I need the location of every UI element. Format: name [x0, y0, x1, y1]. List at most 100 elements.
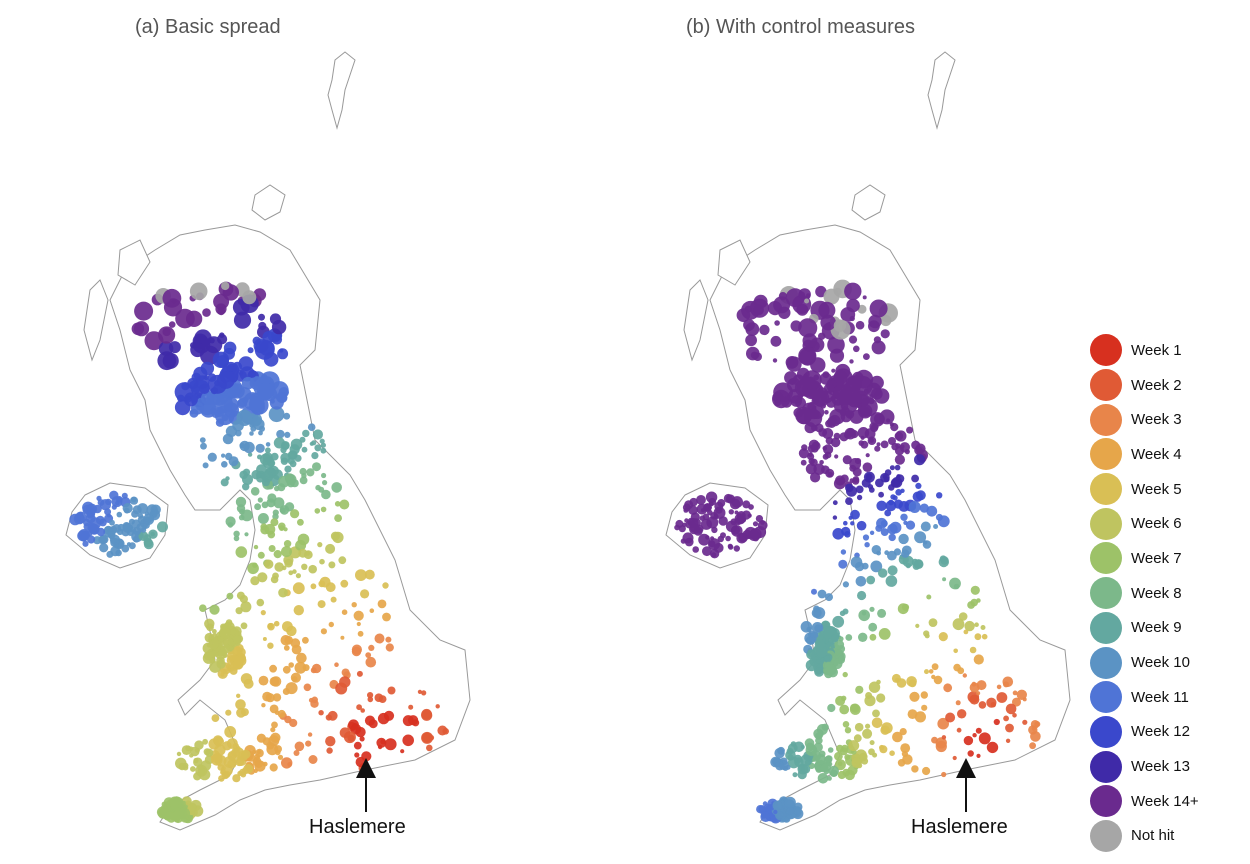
outbreak-dot	[1029, 742, 1036, 750]
outbreak-dot	[232, 774, 241, 783]
outbreak-dot	[793, 741, 805, 753]
outbreak-dot	[204, 618, 215, 629]
outbreak-dot	[941, 771, 947, 778]
outbreak-dot	[864, 428, 876, 440]
outbreak-dot	[267, 493, 277, 503]
outbreak-dot	[845, 497, 853, 505]
outbreak-dot	[759, 324, 770, 336]
outbreak-dot	[328, 621, 334, 628]
outbreak-dot	[790, 320, 802, 332]
outbreak-dot	[869, 530, 875, 535]
outbreak-dot	[872, 709, 880, 718]
outbreak-dot	[856, 402, 862, 409]
outbreak-dot	[905, 520, 916, 530]
legend-item: Week 14+	[1090, 784, 1240, 819]
outbreak-dot	[922, 766, 931, 776]
outbreak-dot	[339, 676, 351, 688]
outbreak-dot	[73, 513, 85, 525]
outbreak-dot	[212, 629, 217, 634]
outbreak-dot	[238, 514, 245, 521]
outbreak-dot	[857, 590, 867, 601]
outbreak-dot	[356, 670, 363, 677]
outbreak-dot	[202, 738, 209, 745]
outbreak-dot	[745, 322, 760, 336]
outbreak-dot	[774, 399, 782, 407]
outbreak-dot	[107, 528, 116, 537]
outbreak-dot	[319, 438, 325, 444]
outbreak-dot	[800, 459, 807, 466]
outbreak-dot	[260, 610, 266, 616]
legend-label: Week 11	[1131, 688, 1189, 706]
skye-outline-b	[717, 239, 751, 286]
outbreak-dot	[874, 445, 881, 452]
outbreak-dot	[963, 735, 974, 746]
outbreak-dot	[320, 628, 327, 635]
outbreak-dot	[320, 442, 326, 448]
outbreak-dot	[880, 440, 889, 449]
outbreak-dot	[176, 751, 182, 757]
outbreak-dot	[847, 765, 858, 776]
outbreak-dot	[880, 520, 888, 527]
outbreak-dot	[836, 744, 844, 753]
outbreak-dot	[1005, 703, 1017, 715]
legend-label: Week 9	[1131, 619, 1182, 637]
outbreak-dot	[889, 465, 895, 471]
haslemere-label-b: Haslemere	[911, 816, 1008, 838]
outbreak-dot	[688, 505, 698, 515]
outbreak-dot	[953, 648, 958, 654]
outbreak-dot	[262, 452, 273, 463]
outbreak-dot	[832, 615, 845, 628]
outbreak-dot	[772, 358, 778, 363]
outbreak-dot	[937, 717, 949, 730]
outbreak-dot	[754, 526, 767, 539]
outbreak-dot	[317, 600, 326, 609]
outbreak-dot	[305, 740, 312, 747]
outbreak-dot	[814, 639, 826, 650]
outbreak-dot	[839, 409, 846, 416]
outbreak-dot	[814, 624, 823, 633]
outbreak-dot	[251, 470, 261, 480]
outbreak-dot	[894, 464, 901, 471]
legend-swatch	[1090, 785, 1122, 818]
outbreak-dot	[208, 639, 219, 650]
outbreak-dot	[252, 758, 261, 767]
outbreak-dot	[258, 321, 267, 331]
outbreak-dot	[229, 646, 234, 651]
outbreak-dot	[833, 319, 847, 332]
outbreak-dot	[202, 462, 209, 469]
outbreak-dot	[223, 770, 231, 779]
outbreak-dot	[199, 437, 206, 443]
legend: Week 1 Week 2 Week 3 Week 4 Week 5 Week 6 Week…	[1090, 333, 1240, 853]
legend-item: Week 12	[1090, 715, 1240, 750]
outbreak-dot	[802, 370, 822, 390]
outbreak-dots-b	[674, 279, 1041, 824]
outbreak-dot	[253, 544, 259, 550]
outbreak-dot	[805, 744, 818, 756]
outbreak-dot	[883, 476, 890, 483]
legend-label: Week 6	[1131, 515, 1182, 533]
outbreak-dot	[111, 496, 123, 508]
outbreak-dot	[745, 334, 757, 347]
outbreak-dot	[884, 550, 890, 556]
outbreak-dot	[334, 514, 342, 522]
outbreak-dot	[842, 455, 852, 465]
haslemere-label-a: Haslemere	[309, 816, 406, 838]
outbreak-dot	[811, 445, 819, 453]
outbreak-dot	[866, 575, 876, 585]
outbreak-dot	[435, 704, 440, 709]
outbreak-dot	[281, 442, 290, 450]
legend-swatch	[1090, 542, 1122, 575]
legend-swatch	[1090, 473, 1122, 506]
legend-item: Week 2	[1090, 368, 1240, 403]
outbreak-dot	[850, 703, 860, 713]
outbreak-dot	[306, 468, 315, 477]
outbreak-dot	[290, 509, 300, 519]
outbreak-dot	[284, 431, 291, 438]
outbreak-dot	[832, 500, 838, 506]
outbreak-dot	[833, 287, 842, 296]
outbreak-dot	[236, 591, 245, 600]
outbreak-dot	[831, 634, 839, 643]
outbreak-dot	[402, 734, 415, 747]
outbreak-dot	[219, 627, 231, 639]
outbreak-dot	[295, 573, 301, 579]
